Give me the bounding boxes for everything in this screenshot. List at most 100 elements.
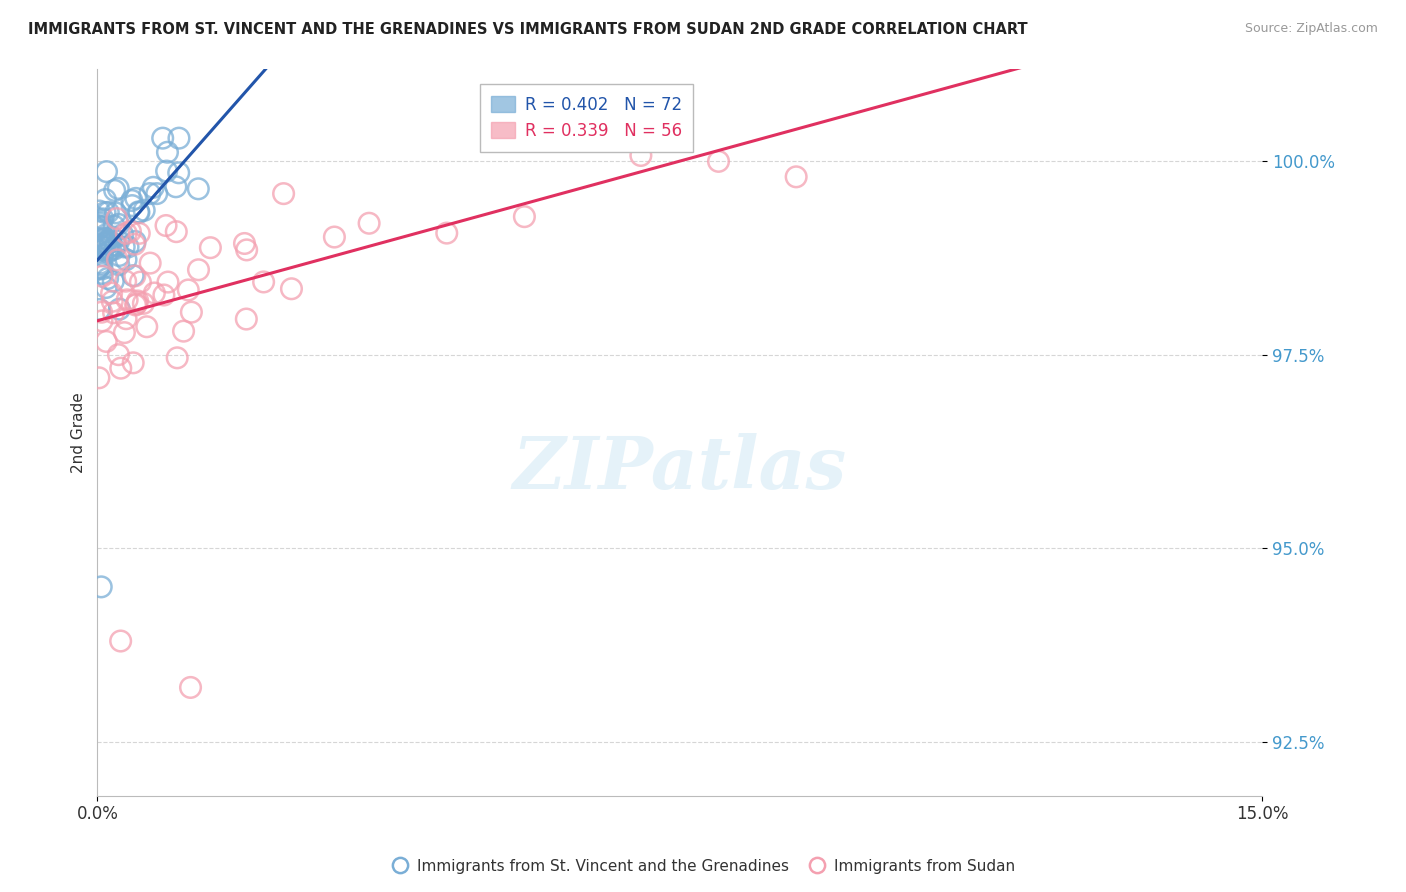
Text: IMMIGRANTS FROM ST. VINCENT AND THE GRENADINES VS IMMIGRANTS FROM SUDAN 2ND GRAD: IMMIGRANTS FROM ST. VINCENT AND THE GREN… [28, 22, 1028, 37]
Point [97, 245, 120, 260]
Point [180, 681, 202, 695]
Point [101, 294, 124, 309]
Point [177, 283, 200, 297]
Point [165, 179, 187, 194]
Point [104, 183, 127, 197]
Point [630, 148, 652, 162]
Point [156, 145, 179, 160]
Point [124, 237, 146, 252]
Point [100, 286, 122, 301]
Point [89, 204, 111, 219]
Point [87, 371, 110, 385]
Point [125, 191, 148, 205]
Point [110, 361, 132, 376]
Point [785, 169, 807, 184]
Point [108, 302, 131, 317]
Point [166, 351, 188, 365]
Point [125, 297, 148, 311]
Point [112, 326, 135, 340]
Point [513, 210, 536, 224]
Point [124, 298, 146, 312]
Point [87, 222, 110, 236]
Point [117, 240, 139, 254]
Point [124, 235, 146, 249]
Point [100, 235, 122, 249]
Point [89, 302, 111, 317]
Point [115, 227, 138, 241]
Point [87, 261, 110, 276]
Point [121, 194, 143, 208]
Point [94, 227, 117, 242]
Point [120, 224, 142, 238]
Point [90, 214, 112, 228]
Point [128, 205, 150, 219]
Point [105, 211, 128, 226]
Point [100, 229, 122, 244]
Point [87, 260, 110, 275]
Point [110, 634, 132, 648]
Point [103, 242, 125, 256]
Point [167, 131, 190, 145]
Point [91, 249, 114, 263]
Point [187, 262, 209, 277]
Point [90, 258, 112, 272]
Point [94, 205, 117, 219]
Point [323, 230, 346, 244]
Point [273, 186, 295, 201]
Point [90, 219, 112, 234]
Point [103, 306, 125, 320]
Point [87, 244, 110, 259]
Point [90, 580, 112, 594]
Point [115, 252, 138, 267]
Point [111, 227, 134, 242]
Point [97, 205, 120, 219]
Point [96, 164, 118, 178]
Point [94, 236, 117, 251]
Point [107, 252, 129, 267]
Point [115, 293, 138, 307]
Point [90, 220, 112, 235]
Point [135, 319, 157, 334]
Point [152, 131, 174, 145]
Text: Source: ZipAtlas.com: Source: ZipAtlas.com [1244, 22, 1378, 36]
Point [94, 280, 117, 294]
Point [124, 268, 146, 283]
Point [707, 154, 730, 169]
Legend: Immigrants from St. Vincent and the Grenadines, Immigrants from Sudan: Immigrants from St. Vincent and the Gren… [385, 853, 1021, 880]
Point [128, 227, 150, 241]
Point [94, 193, 117, 207]
Point [107, 218, 129, 232]
Point [173, 324, 195, 338]
Point [165, 225, 187, 239]
Point [180, 305, 202, 319]
Point [91, 243, 114, 257]
Point [90, 305, 112, 319]
Point [107, 258, 129, 272]
Point [280, 282, 302, 296]
Point [187, 182, 209, 196]
Point [122, 268, 145, 283]
Point [108, 248, 131, 262]
Point [143, 285, 166, 300]
Point [107, 348, 129, 362]
Point [91, 211, 114, 226]
Point [89, 216, 111, 230]
Point [156, 164, 179, 178]
Point [167, 166, 190, 180]
Point [359, 216, 381, 230]
Point [156, 275, 179, 289]
Point [233, 236, 256, 251]
Point [145, 186, 167, 201]
Point [87, 237, 110, 252]
Text: ZIPatlas: ZIPatlas [513, 433, 846, 504]
Point [107, 181, 129, 195]
Point [103, 219, 125, 233]
Point [121, 199, 143, 213]
Point [87, 219, 110, 233]
Point [93, 231, 115, 245]
Point [91, 261, 114, 276]
Point [139, 186, 162, 201]
Point [107, 234, 129, 248]
Point [127, 205, 149, 219]
Point [235, 243, 257, 257]
